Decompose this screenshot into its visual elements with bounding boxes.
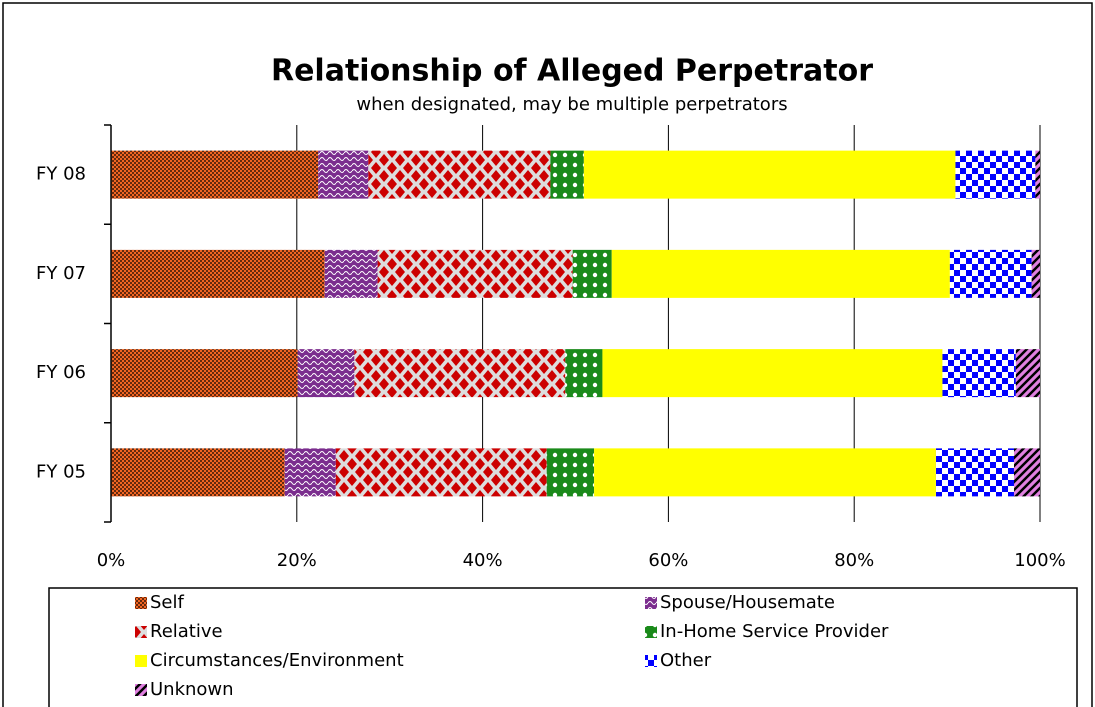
bar-segment <box>594 448 936 497</box>
bar-segment <box>354 349 566 398</box>
bar-segment <box>602 349 943 398</box>
legend-swatch <box>135 655 147 667</box>
bar-segment <box>1031 249 1040 298</box>
chart-subtitle: when designated, may be multiple perpetr… <box>356 94 787 115</box>
bar-segment <box>942 349 1016 398</box>
bar-segment <box>297 349 355 398</box>
y-tick-label: FY 08 <box>36 164 86 185</box>
legend-label: Self <box>150 592 185 613</box>
bar-segment <box>935 448 1014 497</box>
legend-label: Other <box>660 650 712 671</box>
legend-box <box>48 587 1078 707</box>
bar-segment <box>1015 349 1040 398</box>
bar-segment <box>611 249 950 298</box>
legend-swatch <box>135 626 147 638</box>
x-tick-label: 80% <box>834 550 874 571</box>
legend-label: Unknown <box>150 679 234 700</box>
bar-segment <box>565 349 603 398</box>
x-tick-label: 0% <box>97 550 126 571</box>
legend-swatch <box>645 655 657 667</box>
bar-segment <box>546 448 595 497</box>
bar-segment <box>1035 150 1040 199</box>
bar-segment <box>318 150 369 199</box>
x-tick-label: 60% <box>648 550 688 571</box>
bar-segment <box>572 249 612 298</box>
x-tick-label: 40% <box>463 550 503 571</box>
bar-segment <box>1013 448 1040 497</box>
legend-swatch <box>645 597 657 609</box>
y-tick-label: FY 05 <box>36 461 86 482</box>
bar-segment <box>368 150 551 199</box>
bar-segment <box>949 249 1032 298</box>
bar-segment <box>335 448 547 497</box>
legend-label: In-Home Service Provider <box>660 621 889 642</box>
bar-segment <box>550 150 584 199</box>
bar-segment <box>583 150 956 199</box>
y-tick-label: FY 07 <box>36 263 86 284</box>
y-tick-label: FY 06 <box>36 362 86 383</box>
bar-segment <box>111 448 285 497</box>
legend-label: Spouse/Housemate <box>660 592 835 613</box>
legend-label: Relative <box>150 621 223 642</box>
bar-segment <box>111 150 319 199</box>
legend-label: Circumstances/Environment <box>150 650 404 671</box>
legend-swatch <box>135 597 147 609</box>
chart-title: Relationship of Alleged Perpetrator <box>271 54 873 89</box>
bar-segment <box>111 249 325 298</box>
bar-segment <box>377 249 573 298</box>
legend-swatch <box>645 626 657 638</box>
bar-segment <box>284 448 336 497</box>
bar-segment <box>324 249 378 298</box>
bar-segment <box>955 150 1036 199</box>
x-tick-label: 100% <box>1014 550 1065 571</box>
legend-swatch <box>135 684 147 696</box>
bar-segment <box>111 349 298 398</box>
x-tick-label: 20% <box>277 550 317 571</box>
